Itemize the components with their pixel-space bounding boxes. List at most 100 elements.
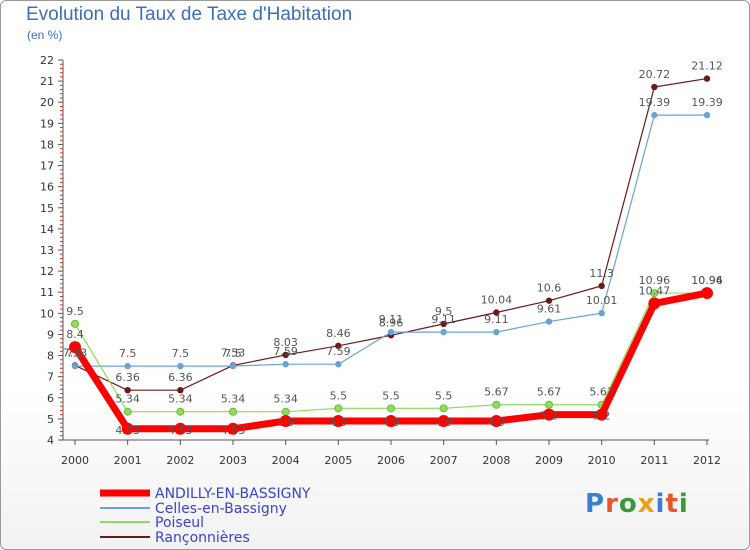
series-point-1 (177, 362, 184, 370)
data-label: 8.03 (273, 336, 298, 349)
x-tick-label: 2002 (166, 454, 194, 467)
y-tick-label: 14 (40, 223, 54, 236)
y-tick-label: 9 (47, 328, 54, 341)
series-point-2 (71, 319, 80, 328)
y-tick-label: 18 (40, 138, 54, 151)
logo-letter: o (618, 489, 638, 519)
data-label: 7.5 (119, 347, 137, 360)
series-point-3 (335, 342, 342, 350)
data-label: 5.34 (221, 393, 246, 406)
x-tick-label: 2011 (640, 454, 668, 467)
series-point-3 (440, 320, 447, 328)
data-label: 11.3 (589, 267, 614, 280)
data-label: 7.59 (273, 345, 298, 358)
series-point-2 (176, 407, 185, 416)
y-tick-label: 21 (40, 75, 54, 88)
data-label: 10.94 (691, 274, 723, 287)
chart-title: Evolution du Taux de Taxe d'Habitation (26, 4, 353, 25)
series-point-2 (228, 407, 237, 416)
data-label: 7.53 (221, 346, 246, 359)
series-point-1 (651, 111, 658, 119)
data-label: 5.34 (168, 393, 193, 406)
series-point-1 (229, 362, 237, 370)
y-tick-label: 19 (40, 117, 54, 130)
y-tick-label: 11 (40, 286, 54, 299)
series-point-2 (650, 289, 659, 298)
y-tick-label: 12 (40, 265, 54, 278)
data-label: 5.67 (537, 386, 562, 399)
x-tick-label: 2004 (272, 454, 300, 467)
data-label: 9.5 (66, 305, 84, 318)
x-tick-label: 2000 (61, 454, 89, 467)
series-point-0 (121, 422, 134, 435)
data-label: 4.53 (168, 424, 193, 437)
series-point-1 (598, 309, 605, 317)
data-label: 19.39 (639, 96, 671, 109)
logo-letter: i (678, 489, 689, 519)
axes: 4 5 6 7 8 9 10 11 12 13 14 15 16 17 18 19 20 21 22 2000 2001… (40, 54, 721, 467)
series-point-3 (493, 309, 500, 316)
y-tick-label: 22 (40, 54, 54, 67)
series-point-1 (387, 328, 395, 336)
data-label: 7.5 (66, 347, 84, 360)
data-label: 21.12 (691, 60, 723, 73)
data-label: 9.5 (435, 305, 453, 318)
series-point-0 (174, 422, 187, 435)
data-label: 4.53 (221, 424, 246, 437)
series-point-0 (227, 422, 239, 435)
series-point-0 (543, 408, 555, 421)
y-tick-label: 15 (40, 202, 54, 215)
data-label: 10.6 (537, 282, 562, 295)
legend-label-2: Poiseul (155, 515, 204, 531)
data-label: 4.9 (382, 416, 400, 429)
series-point-3 (651, 83, 658, 91)
x-tick-label: 2001 (114, 454, 142, 467)
data-label: 6.36 (168, 371, 193, 384)
data-label: 9.11 (431, 313, 456, 326)
y-tick-label: 7 (47, 371, 54, 384)
series-point-1 (335, 361, 342, 368)
x-tick-label: 2006 (377, 454, 405, 467)
series-point-3 (703, 75, 711, 82)
y-tick-label: 13 (40, 244, 54, 257)
x-tick-label: 2009 (535, 454, 563, 467)
series-point-2 (439, 404, 448, 413)
y-tick-label: 16 (40, 181, 54, 194)
data-label: 5.5 (435, 389, 453, 402)
series-point-2 (545, 400, 554, 409)
series-point-0 (701, 287, 713, 300)
data-labels: 7.5 7.5 7.5 7.5 7.59 7.59 9.11 9.11 9.11 9.61 10.0… (63, 60, 723, 437)
y-tick-label: 5 (47, 413, 54, 426)
series-point-1 (124, 362, 131, 370)
data-label: 9.11 (484, 313, 509, 326)
series-point-0 (279, 415, 292, 427)
data-label: 4.9 (435, 416, 453, 429)
series-point-1 (282, 361, 289, 368)
y-tick-label: 8 (47, 350, 54, 363)
data-label: 10.96 (691, 274, 723, 287)
legend-label-0: ANDILLY-EN-BASSIGNY (155, 486, 311, 502)
data-label: 5.5 (382, 389, 400, 402)
series-point-2 (492, 400, 501, 409)
data-label: 7.5 (172, 347, 190, 360)
series-point-3 (282, 351, 289, 359)
series-point-3 (598, 282, 605, 290)
series-point-1 (493, 328, 500, 336)
data-label: 4.9 (277, 416, 295, 429)
x-tick-label: 2010 (588, 454, 616, 467)
logo-letter: i (655, 489, 666, 519)
x-tick-label: 2005 (324, 454, 352, 467)
data-label: 5.5 (330, 389, 348, 402)
x-tick-label: 2007 (430, 454, 458, 467)
data-label: 7.53 (63, 346, 88, 359)
data-label: 10.96 (639, 274, 671, 287)
data-label: 5.2 (593, 410, 611, 423)
data-label: 5.67 (589, 386, 614, 399)
series-point-0 (595, 408, 608, 421)
legend: ANDILLY-EN-BASSIGNYCelles-en-BassignyPoi… (100, 486, 311, 546)
series-lines (69, 75, 713, 435)
proxiti-logo: Proxiti (585, 489, 689, 519)
logo-letter: r (605, 489, 619, 519)
legend-label-1: Celles-en-Bassigny (155, 501, 287, 517)
